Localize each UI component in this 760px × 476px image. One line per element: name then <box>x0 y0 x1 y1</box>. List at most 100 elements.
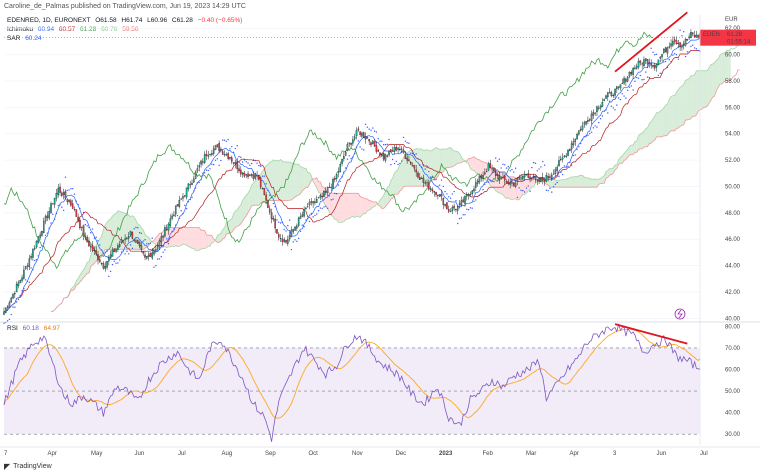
tradingview-logo[interactable]: ◤ TradingView <box>4 462 52 471</box>
candle-body <box>601 102 604 107</box>
cloud-segment <box>108 218 111 250</box>
candle-body <box>21 277 23 281</box>
candle-body <box>203 154 206 164</box>
sar-dot <box>482 188 484 191</box>
symbol-title[interactable]: EDENRED, 1D, EURONEXT <box>7 17 91 24</box>
candle-body <box>62 192 65 196</box>
candle-body <box>279 238 282 239</box>
candle-body <box>516 178 519 182</box>
sar-dot <box>695 48 698 50</box>
rsi-tick-label: 80.00 <box>725 324 741 330</box>
cloud-segment <box>275 160 277 201</box>
candle-body <box>639 60 642 63</box>
cloud-segment <box>474 156 476 173</box>
rsi-legend[interactable]: RSI 60.18 64.97 <box>7 325 63 332</box>
sar-dot <box>471 207 473 209</box>
candle-body <box>131 232 134 239</box>
candle-body <box>691 32 694 35</box>
cloud-segment <box>663 105 666 136</box>
ichimoku-label[interactable]: Ichimoku <box>7 26 34 33</box>
ichimoku-legend[interactable]: Ichimoku 60.94 60.57 61.28 60.76 59.56 <box>7 26 141 33</box>
candle-body <box>319 195 322 198</box>
sar-dot <box>480 193 482 195</box>
sar-dot <box>185 207 188 210</box>
candle-body <box>643 59 645 67</box>
rsi-label[interactable]: RSI <box>7 325 18 332</box>
sar-dot <box>81 215 83 217</box>
candle-body <box>572 141 575 145</box>
candle-body <box>334 178 336 180</box>
change-value: −0.40 (−0.65%) <box>197 17 243 24</box>
sar-dot <box>569 161 571 164</box>
cloud-segment <box>363 198 366 214</box>
sar-legend[interactable]: SAR 60.24 <box>7 35 44 42</box>
candle-body <box>581 125 584 130</box>
cloud-segment <box>125 213 127 250</box>
sar-dot <box>245 161 247 163</box>
cloud-segment <box>665 103 668 136</box>
candle-body <box>212 148 215 154</box>
cloud-segment <box>671 95 673 131</box>
price-tick-label: 48.00 <box>725 211 741 217</box>
sar-dot <box>344 167 347 169</box>
cloud-segment <box>369 200 371 211</box>
cloud-segment <box>652 116 655 142</box>
candle-body <box>129 230 132 236</box>
sar-dot <box>162 251 164 253</box>
candle-body <box>500 178 502 180</box>
cloud-segment <box>154 237 156 245</box>
candle-body <box>590 113 593 121</box>
sar-label[interactable]: SAR <box>7 35 21 42</box>
symbol-legend[interactable]: EDENRED, 1D, EURONEXT O61.58 H61.74 L60.… <box>7 17 245 24</box>
cloud-segment <box>401 157 404 190</box>
sar-dot <box>12 306 14 308</box>
sar-dot <box>32 269 34 271</box>
candle-body <box>115 248 117 252</box>
sar-dot <box>641 79 643 81</box>
sar-dot <box>435 178 437 181</box>
sar-dot <box>290 248 293 251</box>
sar-dot <box>532 161 535 164</box>
rsi-trendline <box>614 323 688 345</box>
candle-body <box>14 293 16 295</box>
sar-dot <box>402 136 405 139</box>
candle-body <box>225 154 228 156</box>
candle-body <box>198 165 201 168</box>
cloud-segment <box>725 50 728 82</box>
cloud-segment <box>700 70 702 110</box>
candle-body <box>95 250 97 255</box>
cloud-segment <box>202 230 205 249</box>
x-tick-label: 3 <box>613 451 617 457</box>
sar-dot <box>350 157 352 160</box>
sar-dot <box>605 109 607 111</box>
candle-body <box>183 195 186 197</box>
candle-body <box>276 229 278 234</box>
cloud-segment <box>566 178 569 188</box>
sar-dot <box>285 230 287 232</box>
sar-dot <box>382 143 385 146</box>
cloud-segment <box>188 227 191 248</box>
cloud-segment <box>99 235 102 259</box>
sar-dot <box>220 159 222 162</box>
candle-body <box>608 91 611 94</box>
candle-body <box>350 142 352 145</box>
candle-body <box>33 247 36 250</box>
candle-body <box>59 186 61 193</box>
cloud-segment <box>674 92 677 131</box>
candle-body <box>138 242 141 247</box>
candle-body <box>563 155 566 157</box>
cloud-segment <box>432 148 435 181</box>
cloud-segment <box>443 149 446 172</box>
sar-dot <box>384 144 387 146</box>
cloud-segment <box>407 151 409 187</box>
sar-dot <box>310 212 313 215</box>
sar-dot <box>39 246 41 249</box>
candle-body <box>187 183 190 190</box>
sar-dot <box>250 162 253 165</box>
candle-body <box>221 151 224 155</box>
sar-dot <box>489 180 491 182</box>
sar-dot <box>654 54 656 56</box>
sar-dot <box>209 168 211 170</box>
candle-body <box>496 174 499 176</box>
